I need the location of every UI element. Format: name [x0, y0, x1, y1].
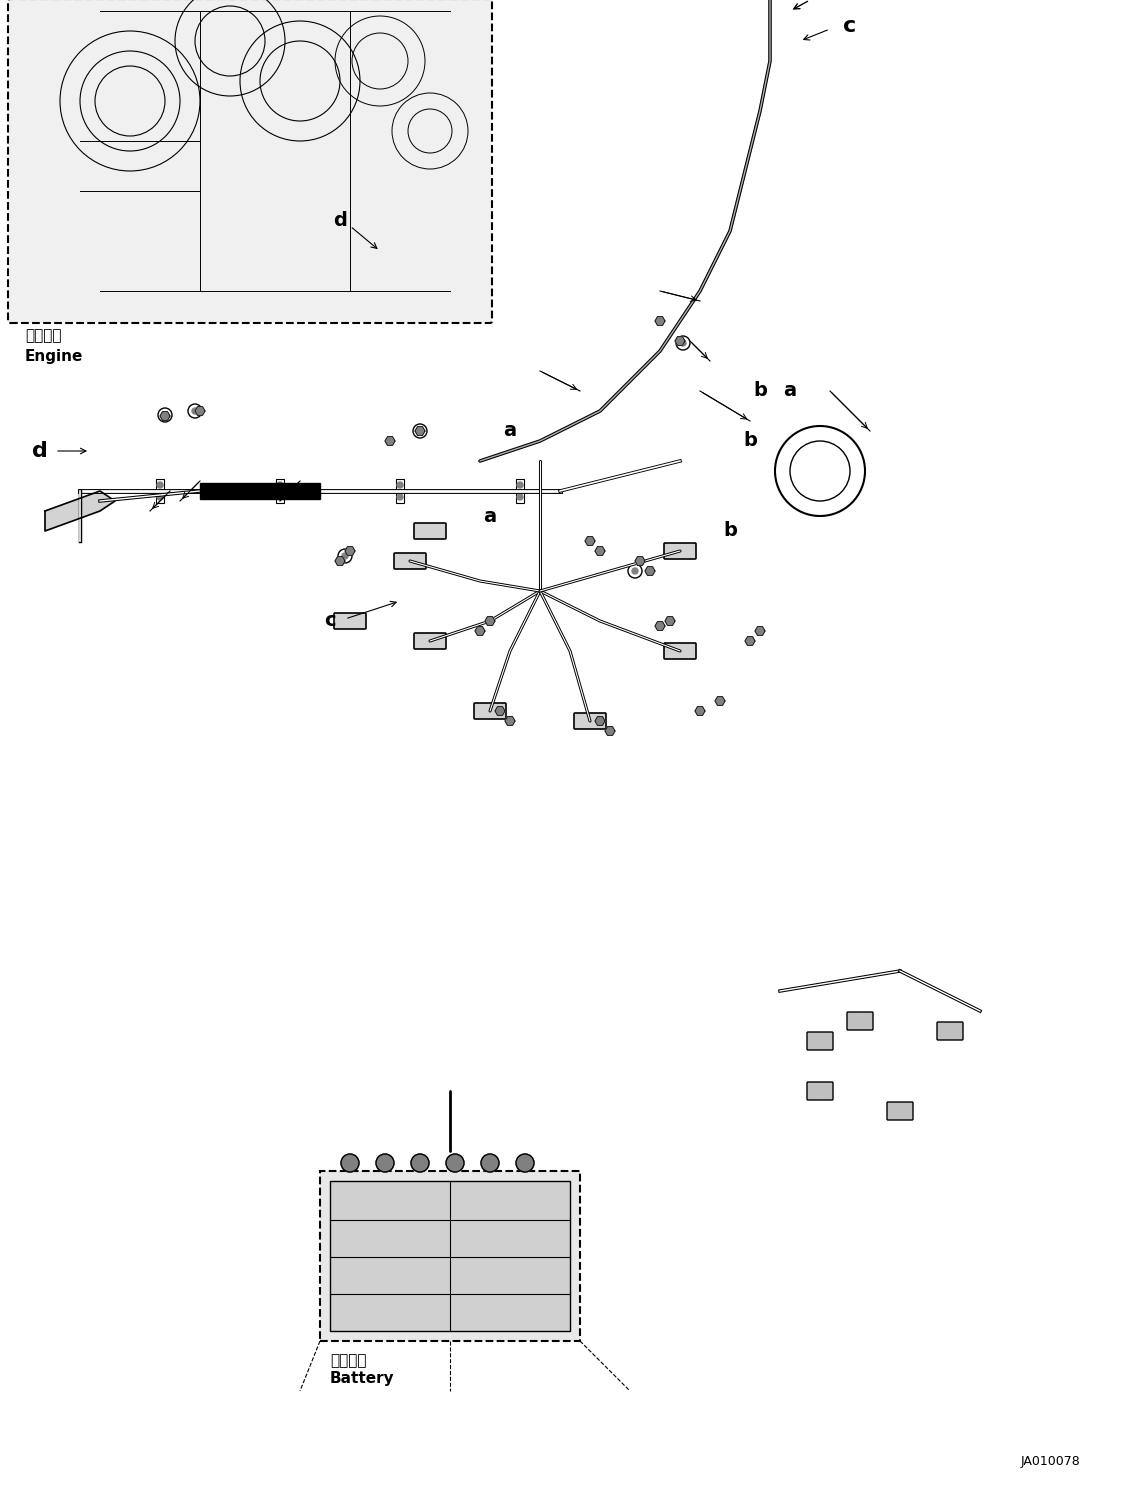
Polygon shape: [160, 412, 170, 420]
Polygon shape: [415, 426, 425, 435]
FancyBboxPatch shape: [887, 1102, 913, 1120]
Polygon shape: [335, 556, 346, 565]
Bar: [201, 483, 320, 499]
Polygon shape: [595, 547, 605, 555]
Text: a: a: [783, 382, 796, 401]
FancyBboxPatch shape: [414, 523, 446, 540]
Circle shape: [517, 482, 523, 488]
Polygon shape: [485, 617, 495, 625]
Polygon shape: [475, 626, 485, 635]
Text: b: b: [753, 382, 767, 401]
FancyBboxPatch shape: [8, 0, 492, 324]
Text: b: b: [743, 431, 757, 450]
Circle shape: [376, 1154, 394, 1172]
Circle shape: [162, 412, 168, 417]
Text: d: d: [32, 441, 48, 461]
Text: Engine: Engine: [25, 349, 84, 364]
Polygon shape: [346, 547, 355, 555]
Polygon shape: [634, 556, 645, 565]
Polygon shape: [715, 696, 725, 705]
Polygon shape: [695, 707, 705, 716]
Text: b: b: [723, 522, 736, 541]
Circle shape: [632, 568, 638, 574]
Polygon shape: [605, 726, 615, 735]
FancyBboxPatch shape: [807, 1082, 833, 1100]
Circle shape: [191, 409, 198, 414]
Polygon shape: [655, 316, 665, 325]
Text: Battery: Battery: [330, 1372, 394, 1387]
FancyBboxPatch shape: [394, 553, 426, 570]
Polygon shape: [505, 717, 516, 725]
Text: c: c: [843, 16, 857, 36]
Circle shape: [517, 494, 523, 499]
Polygon shape: [675, 337, 685, 346]
Polygon shape: [746, 637, 755, 646]
Circle shape: [397, 482, 403, 488]
FancyBboxPatch shape: [937, 1021, 963, 1041]
FancyBboxPatch shape: [847, 1012, 874, 1030]
FancyBboxPatch shape: [664, 543, 696, 559]
Bar: [320, 1170, 580, 1340]
Circle shape: [417, 428, 423, 434]
Circle shape: [276, 482, 283, 488]
Text: エンジン: エンジン: [25, 328, 61, 343]
Circle shape: [342, 553, 348, 559]
Circle shape: [446, 1154, 465, 1172]
FancyBboxPatch shape: [474, 702, 506, 719]
Text: a: a: [503, 422, 517, 440]
Polygon shape: [195, 407, 205, 416]
Circle shape: [341, 1154, 359, 1172]
Circle shape: [397, 494, 403, 499]
FancyBboxPatch shape: [414, 634, 446, 649]
Text: c: c: [324, 611, 335, 631]
Bar: [156, 479, 164, 502]
Polygon shape: [385, 437, 395, 446]
Bar: [276, 479, 284, 502]
Text: d: d: [333, 212, 347, 231]
Circle shape: [411, 1154, 429, 1172]
FancyBboxPatch shape: [664, 643, 696, 659]
Circle shape: [482, 1154, 499, 1172]
FancyBboxPatch shape: [807, 1032, 833, 1050]
Circle shape: [157, 494, 163, 499]
Polygon shape: [665, 617, 675, 625]
Polygon shape: [655, 622, 665, 631]
Text: バッテリ: バッテリ: [330, 1354, 366, 1369]
Circle shape: [516, 1154, 534, 1172]
Text: JA010078: JA010078: [1020, 1455, 1080, 1467]
Circle shape: [680, 340, 685, 346]
Polygon shape: [755, 626, 765, 635]
Circle shape: [157, 482, 163, 488]
Circle shape: [276, 494, 283, 499]
Text: a: a: [484, 507, 496, 525]
FancyBboxPatch shape: [334, 613, 366, 629]
Bar: [516, 479, 523, 502]
Polygon shape: [45, 491, 116, 531]
FancyBboxPatch shape: [574, 713, 606, 729]
Polygon shape: [645, 567, 655, 576]
Polygon shape: [595, 717, 605, 725]
Bar: [397, 479, 404, 502]
Bar: [330, 1181, 570, 1331]
Polygon shape: [495, 707, 505, 716]
Polygon shape: [585, 537, 595, 546]
